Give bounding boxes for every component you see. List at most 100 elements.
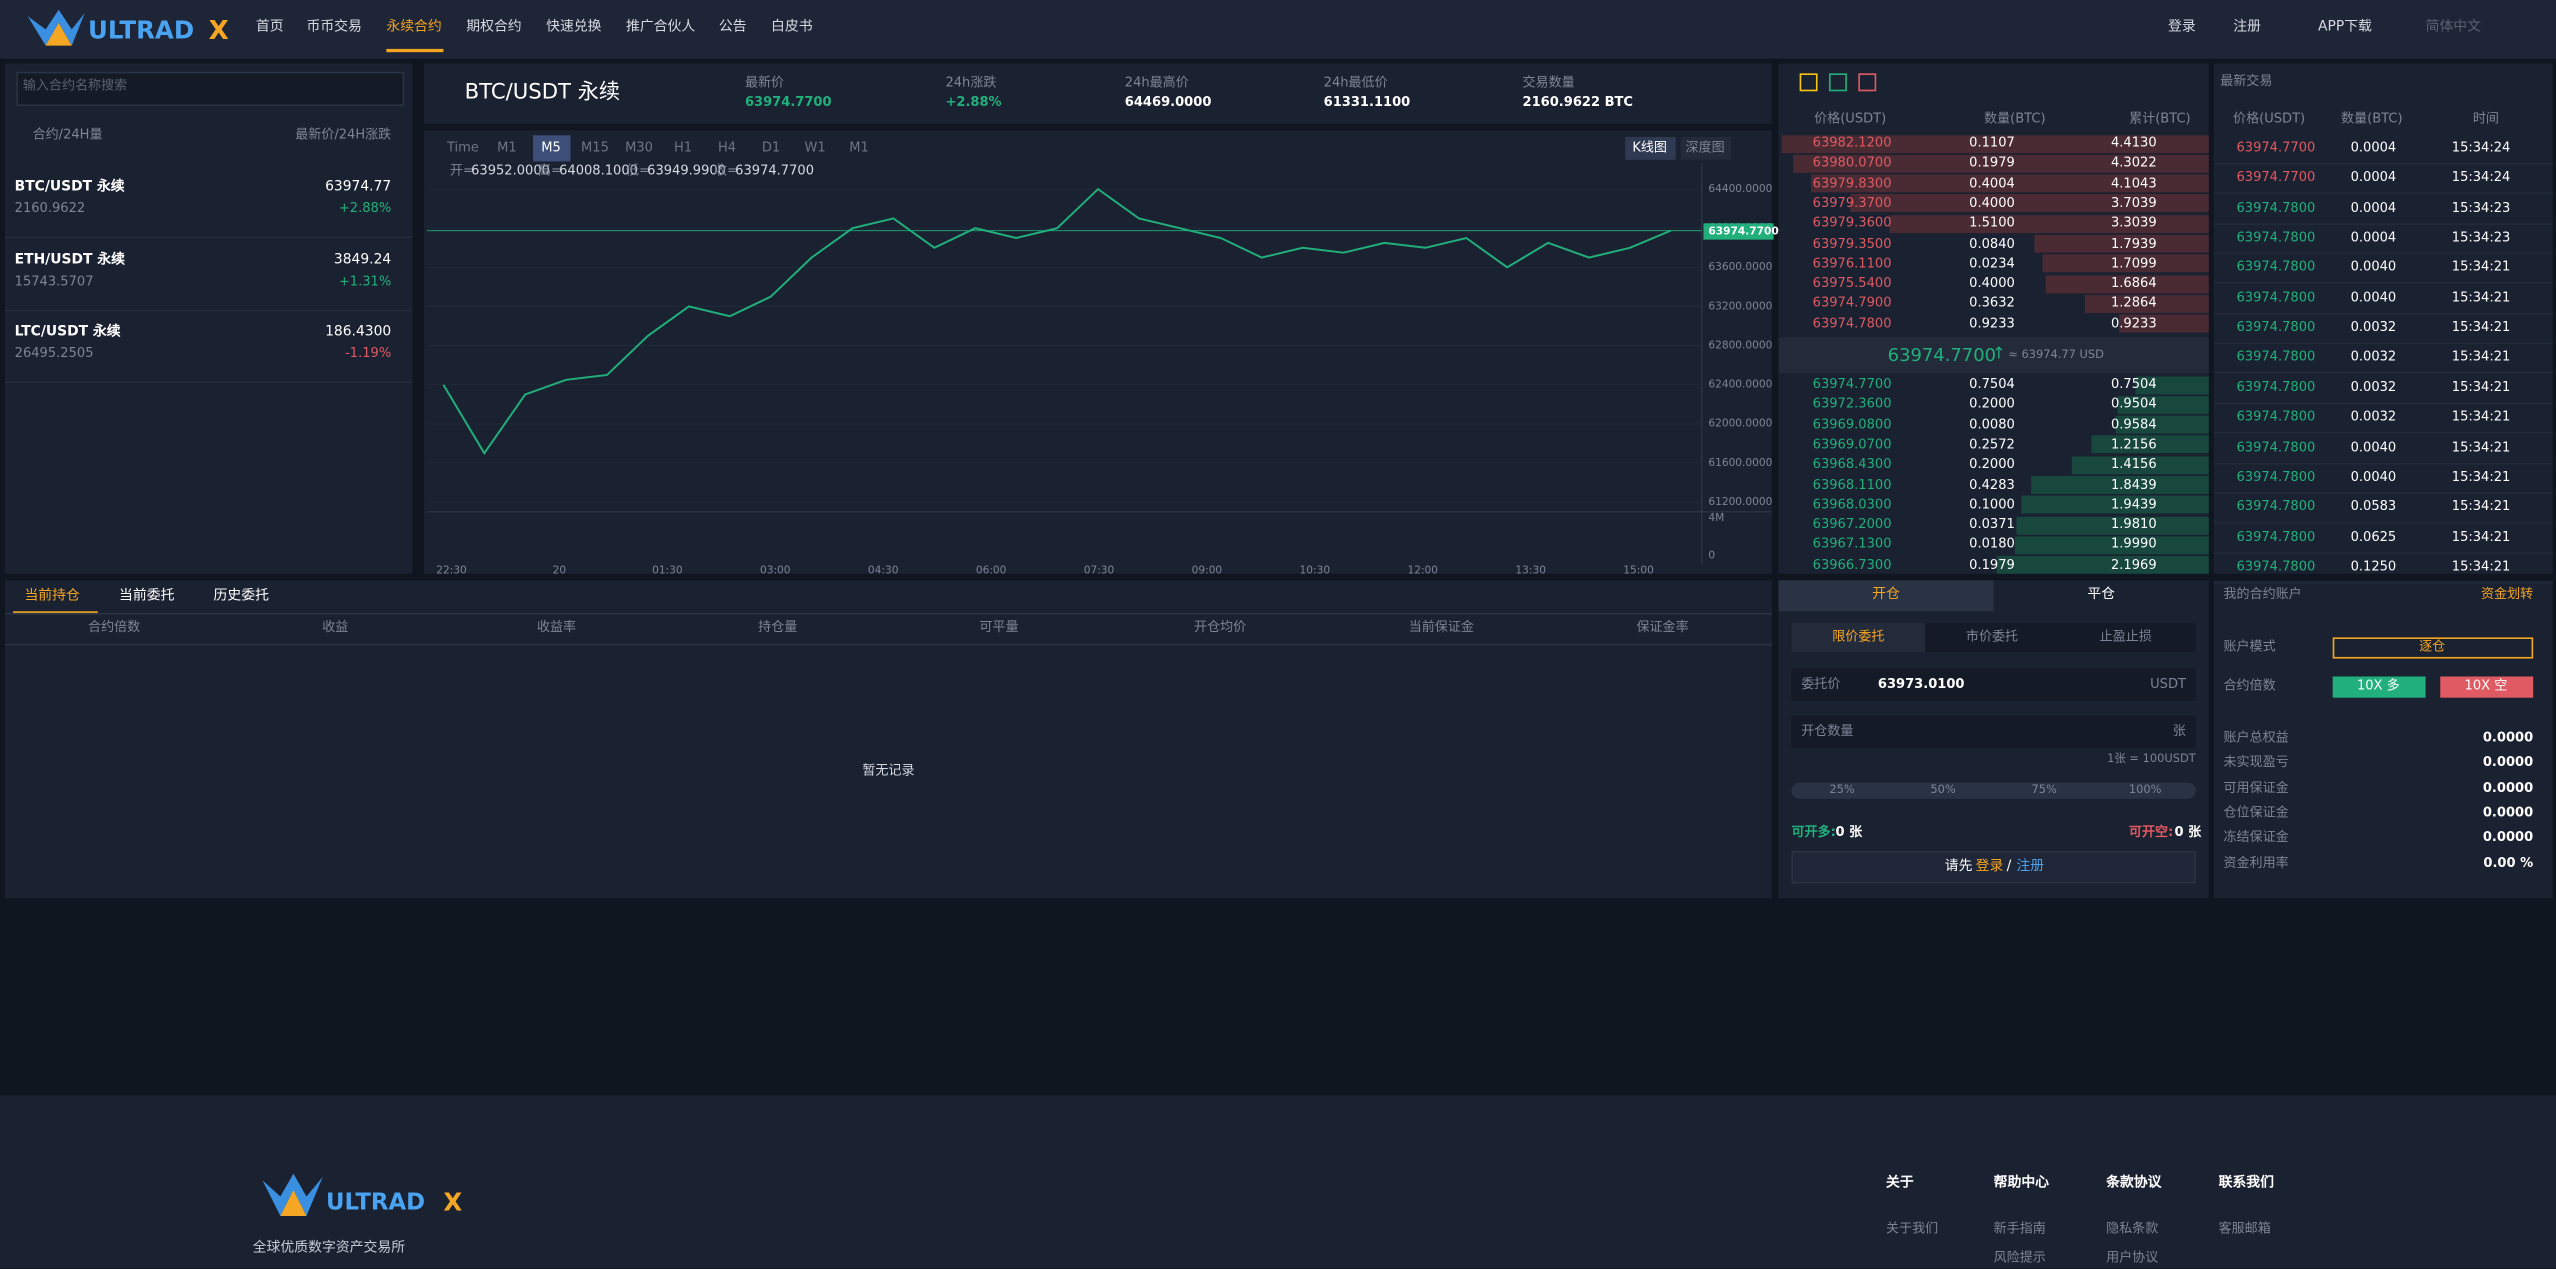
- ohlc-label: 开=: [449, 163, 474, 178]
- view-button-label[interactable]: K线图: [1632, 140, 1667, 155]
- trade-qty: 0.0004: [2350, 199, 2397, 215]
- market-name[interactable]: ETH/USDT 永续: [14, 251, 125, 268]
- percent-button[interactable]: 25%: [1829, 783, 1855, 797]
- login-link[interactable]: 登录: [1975, 858, 2004, 875]
- tab[interactable]: 当前持仓: [24, 588, 80, 605]
- trade-time: 15:34:21: [2451, 289, 2511, 305]
- stat-value: 0.0000: [2482, 730, 2534, 745]
- interval-button[interactable]: W1: [804, 140, 826, 155]
- book-qty: 1.5100: [1969, 215, 2015, 231]
- book-total: 0.9584: [2110, 416, 2157, 432]
- order-type[interactable]: 止盈止损: [2099, 629, 2152, 644]
- percent-button[interactable]: 50%: [1930, 783, 1956, 797]
- interval-button[interactable]: Time: [446, 140, 479, 155]
- nav-item[interactable]: 首页: [255, 19, 284, 36]
- view-button[interactable]: [1625, 136, 1676, 160]
- tab[interactable]: 平仓: [2087, 586, 2116, 603]
- header-link[interactable]: 简体中文: [2425, 19, 2482, 36]
- qty-input[interactable]: [1791, 715, 2196, 749]
- book-qty: 0.1979: [1969, 556, 2015, 572]
- depth-bar: [1792, 154, 2209, 173]
- row-divider: [2213, 252, 2553, 255]
- trade-time: 15:34:21: [2451, 319, 2511, 335]
- col-header: 开仓均价: [1194, 619, 1247, 635]
- market-price: 186.4300: [325, 323, 392, 341]
- book-price: 63972.3600: [1812, 396, 1892, 412]
- interval-button[interactable]: M1: [497, 140, 517, 155]
- interval-button[interactable]: H1: [673, 140, 693, 155]
- header-link[interactable]: 登录: [2168, 19, 2196, 36]
- footer-logo-accent: [280, 1189, 307, 1217]
- x-tick-label: 03:00: [759, 563, 791, 577]
- register-link[interactable]: 注册: [2016, 858, 2045, 875]
- order-type[interactable]: 市价委托: [1965, 629, 2019, 644]
- nav-item[interactable]: 期权合约: [466, 19, 522, 36]
- percent-button[interactable]: 100%: [2128, 783, 2162, 797]
- nav-item[interactable]: 永续合约: [386, 19, 442, 36]
- nav-item[interactable]: 白皮书: [771, 19, 813, 36]
- transfer-link[interactable]: 资金划转: [2481, 586, 2534, 602]
- book-qty: 0.4004: [1969, 175, 2015, 191]
- search-box[interactable]: [16, 71, 405, 106]
- ohlc-value: 63949.9900: [647, 163, 726, 178]
- mode-button[interactable]: [2332, 637, 2534, 659]
- header-link[interactable]: APP下载: [2318, 19, 2372, 36]
- interval-button[interactable]: M5: [541, 140, 561, 155]
- book-qty: 0.0234: [1969, 255, 2015, 271]
- order-type[interactable]: 限价委托: [1832, 629, 1885, 644]
- nav-item[interactable]: 推广合伙人: [625, 19, 696, 36]
- account-panel: [2213, 580, 2553, 899]
- price-input[interactable]: [1791, 668, 2196, 701]
- book-total: 1.2156: [2110, 436, 2157, 452]
- footer-link[interactable]: 风险提示: [1993, 1250, 2046, 1265]
- interval-button[interactable]: M30: [625, 140, 653, 155]
- percent-button[interactable]: 75%: [2031, 783, 2057, 797]
- stat-value: 0.0000: [2482, 755, 2534, 770]
- search-placeholder: 输入合约名称搜索: [22, 78, 128, 93]
- interval-button[interactable]: M15: [581, 140, 609, 155]
- long-button[interactable]: [2332, 676, 2426, 698]
- mode-value[interactable]: 逐仓: [2419, 638, 2446, 654]
- long-label[interactable]: 10X 多: [2356, 678, 2400, 693]
- view-button-label[interactable]: 深度图: [1685, 140, 1725, 155]
- header-link[interactable]: 注册: [2233, 19, 2261, 36]
- depth-bar: [2015, 536, 2209, 555]
- interval-button[interactable]: M1: [849, 140, 869, 155]
- interval-button[interactable]: D1: [761, 140, 781, 155]
- logo-mark: X: [208, 14, 229, 46]
- logo-icon-accent: [45, 22, 72, 46]
- trade-price: 63974.7800: [2236, 199, 2316, 215]
- book-qty: 0.4000: [1969, 275, 2015, 291]
- book-price: 63969.0700: [1812, 436, 1892, 452]
- market-name[interactable]: LTC/USDT 永续: [14, 323, 121, 341]
- trade-price: 63974.7800: [2236, 439, 2316, 454]
- view-button[interactable]: [1680, 136, 1732, 160]
- nav-item[interactable]: 快速兑换: [546, 19, 602, 36]
- book-view-icon[interactable]: [1858, 73, 1877, 92]
- short-label[interactable]: 10X 空: [2464, 678, 2508, 693]
- short-button[interactable]: [2440, 676, 2534, 698]
- stat-value: 0.0000: [2482, 805, 2534, 820]
- nav-item[interactable]: 公告: [718, 19, 747, 36]
- footer-link[interactable]: 客服邮箱: [2218, 1220, 2271, 1236]
- footer-link[interactable]: 隐私条款: [2106, 1220, 2159, 1236]
- trades-panel: [2213, 63, 2553, 574]
- tab[interactable]: 历史委托: [213, 588, 269, 605]
- trade-price: 63974.7800: [2236, 319, 2316, 335]
- trade-time: 15:34:21: [2451, 499, 2511, 514]
- book-view-icon[interactable]: [1828, 73, 1847, 92]
- mid-price-bar: [1778, 337, 2209, 374]
- x-tick-label: 01:30: [652, 563, 683, 577]
- book-price: 63966.7300: [1812, 556, 1892, 572]
- nav-item[interactable]: 币币交易: [306, 19, 362, 36]
- footer-link[interactable]: 新手指南: [1993, 1220, 2046, 1236]
- col-header: 合约/24H量: [32, 127, 103, 142]
- row-divider: [2213, 402, 2553, 404]
- tab[interactable]: 当前委托: [118, 588, 175, 605]
- market-name[interactable]: BTC/USDT 永续: [14, 178, 125, 196]
- footer-link[interactable]: 用户协议: [2106, 1250, 2159, 1265]
- tab[interactable]: 开仓: [1872, 586, 1900, 603]
- interval-button[interactable]: H4: [717, 140, 737, 155]
- footer-link[interactable]: 关于我们: [1886, 1220, 1939, 1236]
- book-view-icon[interactable]: [1799, 73, 1818, 92]
